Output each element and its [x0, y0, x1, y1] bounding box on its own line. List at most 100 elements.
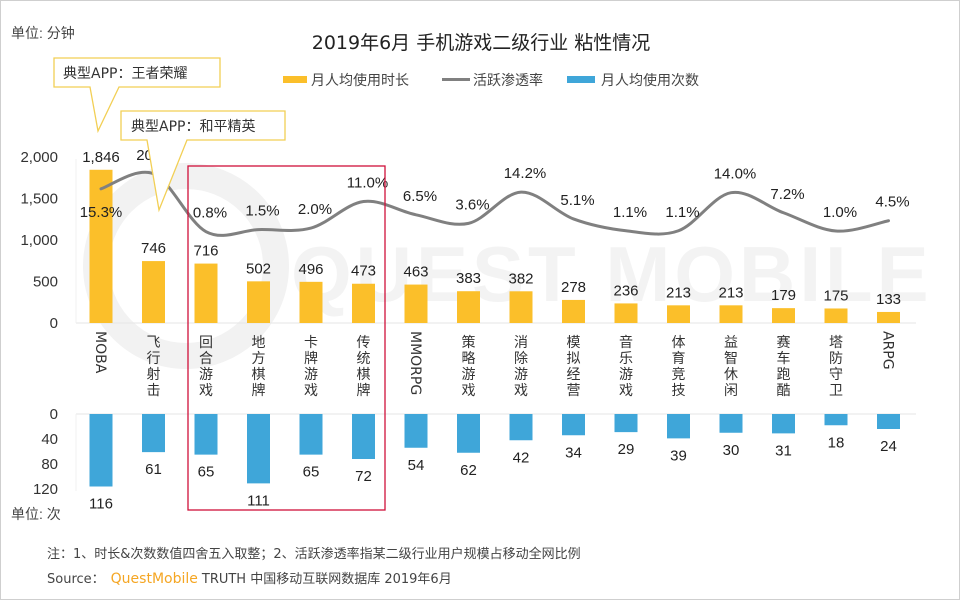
penetration-data-label: 1.1%	[665, 204, 699, 221]
legend-swatch-penetration	[442, 78, 470, 81]
category-label-char: 乐	[619, 351, 633, 367]
category-label-char: 智	[724, 351, 738, 367]
category-label-char: 游	[619, 367, 633, 383]
category-label: 策略游戏	[462, 334, 476, 399]
category-label-char: 方	[252, 351, 266, 367]
legend-swatch-duration	[283, 76, 307, 83]
category-label-char: 策	[462, 334, 476, 351]
frequency-bar	[247, 414, 270, 483]
footer-source-rest: TRUTH 中国移动互联网数据库 2019年6月	[201, 571, 452, 587]
category-label: 传统棋牌	[357, 335, 371, 399]
footer-source-prefix: Source：	[47, 572, 105, 587]
penetration-data-label: 1.1%	[613, 204, 647, 221]
duration-bar	[667, 305, 690, 323]
category-label-char: 射	[147, 367, 161, 383]
category-label-char: 营	[567, 383, 581, 399]
frequency-bar	[195, 414, 218, 455]
category-label: 卡牌游戏	[304, 335, 318, 399]
duration-data-label: 746	[141, 240, 166, 257]
bottom-y-tick-label: 120	[33, 481, 58, 498]
category-label-char: 赛	[777, 335, 791, 351]
top-y-tick-label: 0	[50, 315, 58, 332]
duration-data-label: 463	[403, 264, 428, 281]
category-label: 音乐游戏	[619, 334, 633, 399]
category-label-char: 模	[567, 335, 581, 351]
category-label-char: 戏	[619, 383, 633, 399]
category-label: 赛车跑酷	[777, 335, 791, 399]
frequency-data-label: 62	[460, 462, 477, 479]
category-label-char: 闲	[724, 383, 738, 399]
category-label-char: 卫	[829, 383, 843, 399]
frequency-data-label: 72	[355, 468, 372, 485]
frequency-bar	[405, 414, 428, 448]
category-label-char: 略	[462, 351, 476, 367]
duration-data-label: 716	[193, 243, 218, 260]
legend-label-penetration: 活跃渗透率	[473, 72, 543, 89]
frequency-bar	[772, 414, 795, 433]
frequency-data-label: 31	[775, 442, 792, 459]
duration-data-label: 213	[718, 284, 743, 301]
category-label: 塔防守卫	[829, 335, 843, 399]
frequency-data-label: 29	[618, 441, 635, 458]
frequency-data-label: 61	[145, 461, 162, 478]
category-label-char: 除	[514, 351, 528, 367]
duration-bar	[352, 284, 375, 323]
bottom-y-tick-label: 0	[50, 406, 58, 423]
category-label-char: 跑	[777, 367, 791, 383]
category-label-char: 戏	[514, 383, 528, 399]
category-label-char: 地	[252, 335, 266, 351]
callout-moba-text: 典型APP：王者荣耀	[63, 66, 187, 82]
frequency-data-label: 42	[513, 449, 530, 466]
frequency-data-label: 65	[303, 464, 320, 481]
duration-data-label: 133	[876, 291, 901, 308]
duration-data-label: 213	[666, 284, 691, 301]
penetration-data-label: 7.2%	[770, 186, 804, 203]
duration-data-label: 236	[613, 282, 638, 299]
category-label-char: 经	[567, 367, 581, 383]
frequency-bar	[90, 414, 113, 487]
frequency-data-label: 111	[247, 492, 270, 509]
category-label-char: 棋	[357, 367, 371, 383]
duration-bar	[300, 282, 323, 323]
category-label-char: 音	[619, 334, 633, 351]
duration-bar	[90, 170, 113, 323]
frequency-bar	[142, 414, 165, 452]
category-label: MMORPG	[407, 331, 423, 395]
category-label-char: 车	[777, 350, 791, 367]
frequency-bar	[825, 414, 848, 425]
frequency-bar	[352, 414, 375, 459]
penetration-data-label: 1.5%	[245, 203, 279, 220]
duration-bar	[510, 291, 533, 323]
duration-data-label: 1,846	[82, 149, 120, 166]
category-label-char: 益	[724, 335, 738, 351]
unit-bottom-label: 单位: 次	[11, 506, 61, 522]
bottom-y-tick-label: 40	[41, 431, 58, 448]
penetration-data-label: 3.6%	[455, 196, 489, 213]
legend-swatch-frequency	[567, 76, 595, 83]
penetration-data-label: 6.5%	[403, 188, 437, 205]
duration-bar	[562, 300, 585, 323]
duration-bar	[247, 281, 270, 323]
footer-source-brand: QuestMobile	[111, 571, 198, 587]
duration-bar	[457, 291, 480, 323]
penetration-data-label: 14.2%	[504, 165, 547, 182]
duration-bar	[195, 264, 218, 323]
penetration-data-label: 4.5%	[875, 194, 909, 211]
callout-shooter-text: 典型APP：和平精英	[131, 118, 255, 135]
duration-data-label: 383	[456, 270, 481, 287]
category-label-char: 游	[462, 367, 476, 383]
penetration-data-label: 14.0%	[714, 166, 757, 183]
category-label-char: 合	[199, 351, 213, 367]
category-label-char: 游	[304, 367, 318, 383]
penetration-data-label: 11.0%	[347, 175, 388, 192]
frequency-bar	[510, 414, 533, 440]
category-label: 模拟经营	[567, 335, 581, 399]
category-label-char: 戏	[304, 383, 318, 399]
category-label: ARPG	[880, 331, 896, 370]
frequency-bar	[562, 414, 585, 435]
duration-data-label: 502	[246, 260, 271, 277]
category-label-char: 传	[357, 335, 371, 351]
